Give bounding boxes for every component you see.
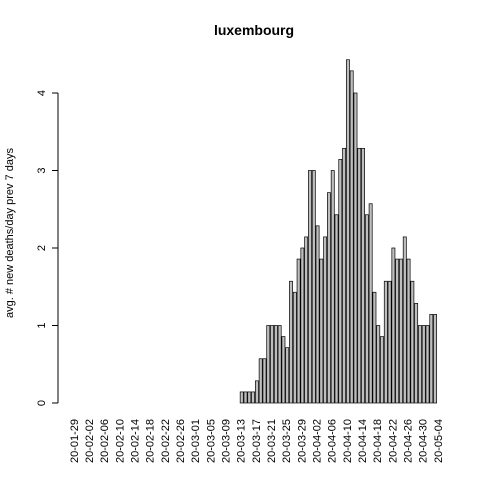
bar (262, 358, 267, 404)
bar (391, 247, 396, 404)
bar (353, 92, 358, 404)
x-tick-label: 20-03-21 (266, 419, 278, 463)
bar (429, 314, 434, 404)
bar (266, 325, 271, 404)
y-tick-label: 2 (36, 245, 48, 251)
y-tick-label: 1 (36, 322, 48, 328)
bar (368, 203, 373, 404)
bar (300, 247, 305, 404)
x-tick-label: 20-03-17 (251, 419, 263, 463)
bar (323, 236, 328, 404)
bar (315, 225, 320, 404)
bar (387, 280, 392, 404)
bar (425, 325, 430, 404)
x-tick-label: 20-02-14 (129, 419, 141, 463)
bar (372, 291, 377, 404)
bar (421, 325, 426, 404)
bar (414, 302, 419, 404)
bar (296, 258, 301, 404)
bar (251, 391, 256, 404)
bar (380, 336, 384, 404)
bar (327, 192, 331, 404)
x-tick-label: 20-03-29 (296, 419, 308, 463)
y-axis-label: avg. # new deaths/day prev 7 days (4, 148, 16, 318)
bar (345, 59, 350, 404)
bar (292, 291, 297, 404)
x-tick-label: 20-01-29 (69, 419, 81, 463)
bar (319, 258, 324, 404)
bar (308, 170, 312, 404)
x-axis: 20-01-29 20-02-02 20-02-06 20-02-10 20-02-14… (69, 419, 445, 463)
bar (338, 159, 343, 404)
bars (239, 59, 438, 404)
bar (304, 236, 309, 404)
x-tick-label: 20-02-10 (114, 419, 126, 463)
x-tick-label: 20-02-22 (160, 419, 172, 463)
bar (406, 258, 411, 404)
x-tick-label: 20-03-09 (220, 419, 232, 463)
y-axis: 0 1 2 3 4 (36, 90, 59, 406)
bar (361, 147, 365, 404)
bar (383, 280, 388, 404)
y-tick-label: 0 (36, 400, 48, 406)
bar (399, 258, 403, 404)
x-tick-label: 20-04-10 (342, 419, 354, 463)
x-tick-label: 20-02-18 (145, 419, 157, 463)
bar (254, 380, 259, 404)
bar (433, 314, 438, 404)
x-tick-label: 20-02-26 (175, 419, 187, 463)
chart-title: luxembourg (214, 22, 294, 38)
bar (243, 391, 248, 404)
bar (330, 170, 335, 404)
bar (258, 358, 263, 404)
bar (281, 336, 286, 404)
bar (334, 214, 339, 404)
bar (342, 147, 347, 404)
bar (277, 325, 282, 404)
bar (239, 391, 244, 404)
bar (402, 236, 407, 404)
bar (270, 325, 274, 404)
x-tick-label: 20-03-13 (236, 419, 248, 463)
x-tick-label: 20-04-26 (402, 419, 414, 463)
bar (376, 325, 381, 404)
x-tick-label: 20-04-06 (327, 419, 339, 463)
bar (247, 391, 252, 404)
x-tick-label: 20-05-04 (433, 419, 445, 463)
x-tick-label: 20-03-25 (281, 419, 293, 463)
bar (364, 214, 369, 404)
x-tick-label: 20-04-18 (372, 419, 384, 463)
bar (311, 170, 316, 404)
x-tick-label: 20-04-22 (387, 419, 399, 463)
x-tick-label: 20-04-30 (418, 419, 430, 463)
bar (418, 325, 422, 404)
x-tick-label: 20-03-01 (190, 419, 202, 463)
x-tick-label: 20-03-05 (205, 419, 217, 463)
bar (289, 280, 293, 404)
bar (395, 258, 400, 404)
x-tick-label: 20-04-02 (311, 419, 323, 463)
bar (273, 325, 278, 404)
bar (349, 70, 354, 404)
x-tick-label: 20-02-06 (99, 419, 111, 463)
bar (357, 147, 362, 404)
x-tick-label: 20-04-14 (357, 419, 369, 463)
y-tick-label: 3 (36, 167, 48, 173)
x-tick-label: 20-02-02 (84, 419, 96, 463)
y-tick-label: 4 (36, 90, 48, 96)
bar (285, 347, 290, 404)
bar (410, 280, 415, 404)
